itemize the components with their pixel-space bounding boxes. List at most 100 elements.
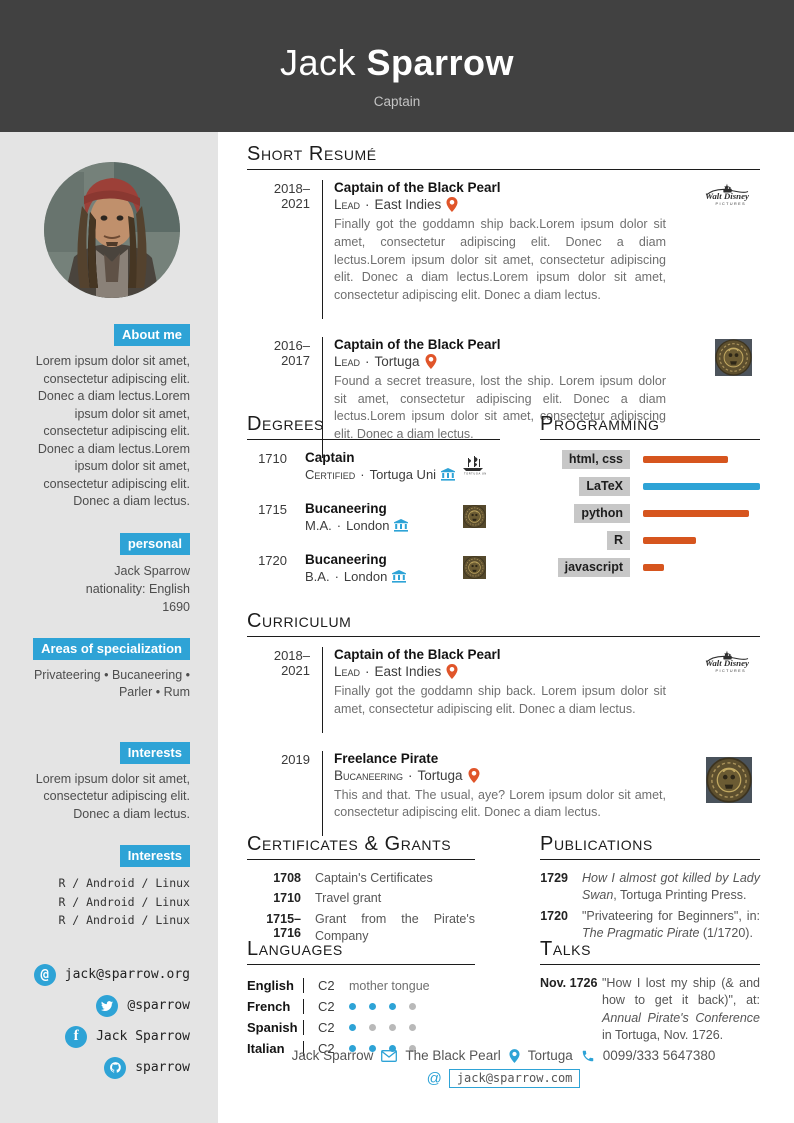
- location-pin-icon: [446, 664, 458, 679]
- entry-description: Finally got the goddamn ship back.Lorem …: [334, 217, 666, 302]
- skill-bar: [643, 456, 729, 463]
- section-title: Publications: [540, 833, 760, 860]
- certificate-entry: 1710 Travel grant: [247, 890, 475, 907]
- skill-label: R: [606, 531, 630, 550]
- specialization-text: Privateering • Bucaneering • Parler • Ru…: [33, 667, 190, 700]
- publication-year: 1729: [540, 871, 568, 885]
- entry-description: Finally got the goddamn ship back. Lorem…: [334, 684, 666, 716]
- degree-title: Bucaneering: [305, 552, 387, 567]
- sidebar: About me Lorem ipsum dolor sit amet, con…: [0, 132, 218, 1123]
- entry-dates: 2018–2021: [273, 648, 310, 678]
- section-programming: Programming html, css LaTeX python R jav…: [540, 413, 760, 585]
- section-short-resume: Short Resumé 2018–2021 Captain of the Bl…: [247, 143, 760, 476]
- certificate-year: 1710: [273, 891, 301, 906]
- entry-role-line: Lead · East Indies: [334, 664, 760, 679]
- section-title: Degrees: [247, 413, 500, 440]
- interests-section: Interests Lorem ipsum dolor sit amet, co…: [20, 741, 190, 824]
- coin-logo: [463, 556, 486, 584]
- at-icon: @: [33, 963, 56, 986]
- skill-bar: [643, 510, 750, 517]
- aztec-coin-logo: [715, 338, 752, 381]
- section-talks: Talks Nov. 1726 "How I lost my ship (& a…: [540, 938, 760, 1047]
- about-section: About me Lorem ipsum dolor sit amet, con…: [20, 324, 190, 511]
- university-icon: [392, 570, 407, 583]
- resume-entry: 2016–2017 Captain of the Black Pearl Lea…: [247, 336, 760, 458]
- language-row: French C2: [247, 996, 475, 1017]
- footer-email-link[interactable]: jack@sparrow.com: [448, 1069, 581, 1088]
- language-table: English C2 mother tongue French C2 Spani…: [247, 975, 475, 1059]
- degree-entry: 1710 Captain Certified · Tortuga Uni: [247, 450, 500, 482]
- certificate-text: Travel grant: [315, 891, 382, 906]
- degree-year: 1715: [258, 502, 287, 517]
- resume-entry: 2018–2021 Captain of the Black Pearl Lea…: [247, 180, 760, 319]
- entry-description: This and that. The usual, aye? Lorem ips…: [334, 787, 666, 820]
- degree-title: Bucaneering: [305, 501, 387, 516]
- footer-email-line: @ jack@sparrow.com: [247, 1069, 760, 1088]
- entry-dates: 2019: [281, 751, 310, 767]
- section-languages: Languages English C2 mother tongue Frenc…: [247, 938, 475, 1059]
- footer: Jack Sparrow The Black Pearl Tortuga 009…: [247, 1048, 760, 1088]
- contact-twitter-link[interactable]: @sparrow: [20, 994, 190, 1017]
- entry-body: Captain of the Black Pearl Lead · East In…: [322, 180, 760, 319]
- entry-body: Freelance Pirate Bucaneering · Tortuga Th…: [322, 750, 760, 836]
- aztec-coin-logo: [706, 756, 752, 808]
- ship-logo: [460, 454, 489, 481]
- header: Jack Sparrow Captain: [0, 0, 794, 132]
- publication-entry: 1720 "Privateering for Beginners", in: T…: [540, 908, 760, 943]
- phone-icon: [582, 1050, 593, 1061]
- language-note: mother tongue: [349, 978, 430, 993]
- entry-dates: 2018–2021: [273, 181, 310, 211]
- profile-photo: [44, 162, 180, 298]
- degree-title: Captain: [305, 450, 355, 465]
- contacts: @ jack@sparrow.org @sparrow f Jack Sparr…: [20, 963, 190, 1079]
- disney-pictures-logo: [702, 649, 752, 678]
- entry-description: Found a secret treasure, lost the ship. …: [334, 373, 666, 441]
- entry-title: Captain of the Black Pearl: [334, 647, 501, 662]
- skill-bar: [643, 537, 696, 544]
- skill-row: LaTeX: [540, 477, 760, 496]
- publication-entry: 1729 How I almost got killed by Lady Swa…: [540, 870, 760, 905]
- interests-badge: Interests: [119, 741, 190, 764]
- person-position: Captain: [373, 94, 421, 109]
- contact-github-link[interactable]: sparrow: [20, 1056, 190, 1079]
- curriculum-entry: 2019 Freelance Pirate Bucaneering · Tortu…: [247, 750, 760, 836]
- envelope-icon: [381, 1049, 398, 1062]
- contact-email-link[interactable]: @ jack@sparrow.org: [20, 963, 190, 986]
- talk-date: Nov. 1726: [540, 976, 598, 990]
- personal-section: personal Jack Sparrow nationality: Engli…: [20, 532, 190, 616]
- skill-row: html, css: [540, 450, 760, 469]
- section-title: Talks: [540, 938, 760, 965]
- degree-detail: Certified · Tortuga Uni: [305, 467, 456, 482]
- certificate-text: Grant from the Pirate's Company: [315, 911, 475, 943]
- person-name: Jack Sparrow: [279, 42, 515, 83]
- certificate-year: 1708: [273, 871, 301, 885]
- language-row: English C2 mother tongue: [247, 978, 430, 993]
- section-title: Programming: [540, 413, 760, 440]
- contact-facebook-link[interactable]: f Jack Sparrow: [20, 1025, 190, 1048]
- degree-detail: B.A. · London: [305, 569, 407, 584]
- talk-text: "How I lost my ship (& and how to get it…: [602, 976, 760, 1042]
- skill-row: javascript: [540, 558, 760, 577]
- curriculum-entry: 2018–2021 Captain of the Black Pearl Lea…: [247, 647, 760, 733]
- footer-contact-line: Jack Sparrow The Black Pearl Tortuga 009…: [247, 1048, 760, 1063]
- language-row: Spanish C2: [247, 1017, 475, 1038]
- interests2-line: R / Android / Linux: [58, 894, 190, 909]
- degree-year: 1710: [258, 451, 287, 466]
- github-icon: [104, 1056, 127, 1079]
- section-title: Curriculum: [247, 610, 760, 637]
- degree-detail: M.A. · London: [305, 518, 409, 533]
- coin-logo: [463, 505, 486, 533]
- personal-name: Jack Sparrow: [114, 563, 190, 578]
- specialization-badge: Areas of specialization: [33, 637, 190, 660]
- entry-body: Captain of the Black Pearl Lead · Tortuga…: [322, 336, 760, 458]
- skill-bar: [643, 483, 760, 490]
- section-curriculum: Curriculum 2018–2021 Captain of the Blac…: [247, 610, 760, 854]
- skill-bar: [643, 564, 665, 571]
- footer-ship: The Black Pearl: [405, 1048, 501, 1063]
- skill-label: html, css: [561, 450, 630, 469]
- profile-photo-illustration: [44, 162, 180, 298]
- footer-phone: 0099/333 5647380: [602, 1048, 716, 1063]
- personal-nationality: nationality: English: [85, 581, 190, 596]
- entry-dates: 2016–2017: [273, 337, 310, 368]
